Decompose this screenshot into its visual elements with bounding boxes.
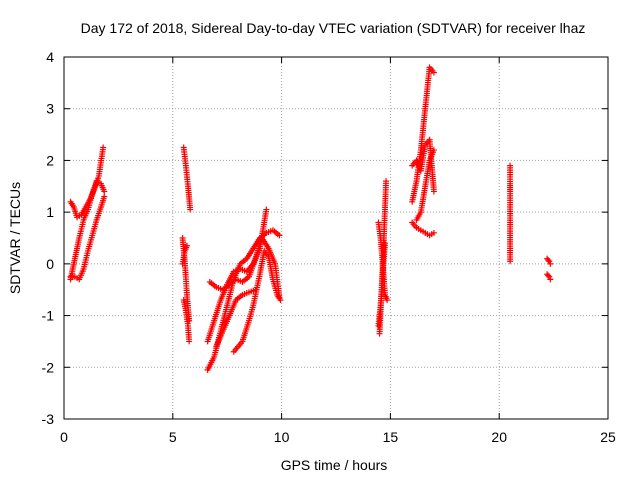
- x-tick-label: 20: [491, 429, 507, 445]
- data-point: [547, 276, 554, 283]
- y-tick-label: 4: [46, 49, 54, 65]
- data-point-fill: [545, 256, 552, 263]
- x-tick-label: 25: [600, 429, 616, 445]
- y-axis-label: SDTVAR / TECUs: [7, 182, 23, 294]
- y-tick-label: -2: [42, 359, 55, 375]
- data-point: [276, 232, 283, 239]
- plot-frame: [63, 56, 609, 420]
- x-axis-label: GPS time / hours: [281, 457, 388, 473]
- data-point: [430, 229, 437, 236]
- x-tick-label: 10: [274, 429, 290, 445]
- data-point: [381, 240, 388, 247]
- chart-title: Day 172 of 2018, Sidereal Day-to-day VTE…: [81, 20, 586, 36]
- data-point: [547, 260, 554, 267]
- data-point: [277, 297, 284, 304]
- data-points: [67, 64, 554, 373]
- data-point: [383, 178, 390, 185]
- data-point: [430, 188, 437, 195]
- y-tick-label: 3: [46, 101, 54, 117]
- data-point: [186, 338, 193, 345]
- data-point: [263, 206, 270, 213]
- data-point: [101, 188, 108, 195]
- data-point: [101, 193, 108, 200]
- grid-lines: [64, 57, 608, 419]
- data-point: [430, 147, 437, 154]
- data-point: [430, 69, 437, 76]
- data-point: [183, 242, 190, 249]
- y-tick-label: -1: [42, 308, 55, 324]
- y-tick-label: 0: [46, 256, 54, 272]
- data-point: [507, 258, 514, 265]
- data-point: [384, 297, 391, 304]
- y-tick-label: 2: [46, 152, 54, 168]
- y-tick-label: -3: [42, 411, 55, 427]
- x-tick-label: 15: [383, 429, 399, 445]
- data-point: [187, 206, 194, 213]
- y-tick-label: 1: [46, 204, 54, 220]
- data-point: [100, 144, 107, 151]
- x-tick-label: 5: [169, 429, 177, 445]
- data-point: [252, 286, 259, 293]
- x-tick-label: 0: [60, 429, 68, 445]
- data-point-fill: [545, 272, 552, 279]
